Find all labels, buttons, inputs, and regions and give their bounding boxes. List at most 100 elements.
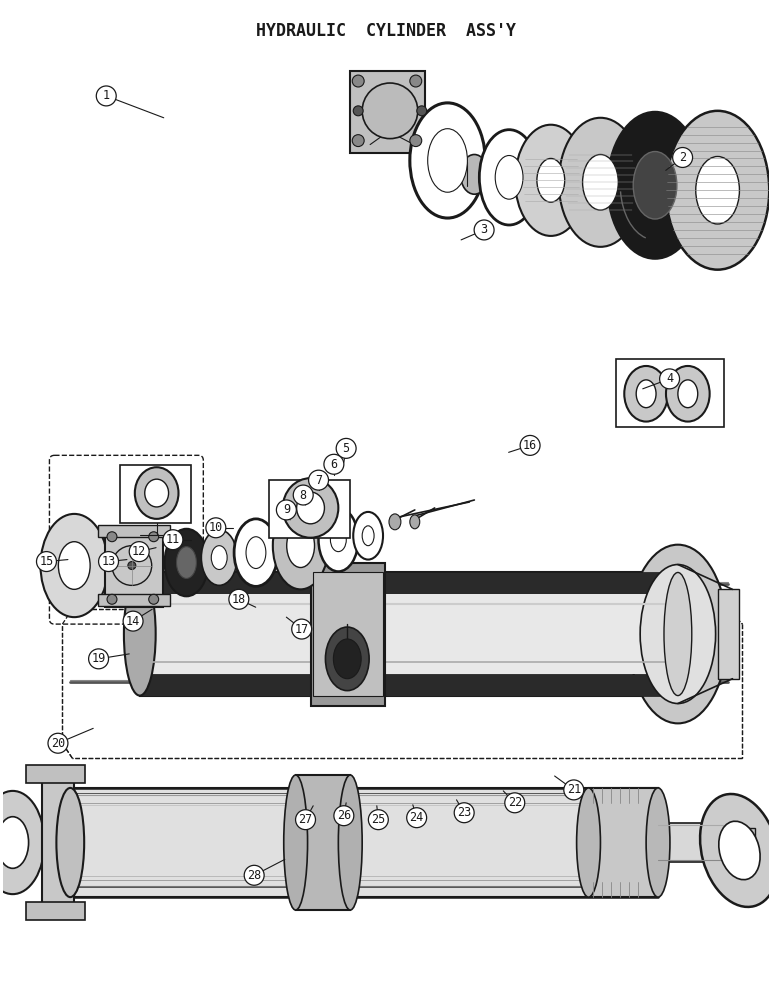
Bar — [718, 589, 740, 679]
Ellipse shape — [326, 627, 369, 691]
Ellipse shape — [0, 817, 29, 868]
Bar — [98, 525, 170, 537]
Circle shape — [407, 808, 427, 828]
Text: 26: 26 — [337, 809, 351, 822]
Circle shape — [99, 552, 119, 572]
Ellipse shape — [410, 103, 486, 218]
Bar — [105, 530, 163, 607]
Ellipse shape — [633, 152, 677, 219]
Text: 27: 27 — [299, 813, 313, 826]
Ellipse shape — [296, 492, 324, 524]
Ellipse shape — [107, 532, 117, 542]
Circle shape — [292, 619, 312, 639]
Text: 13: 13 — [101, 555, 116, 568]
Ellipse shape — [149, 594, 159, 604]
Ellipse shape — [354, 106, 363, 116]
Circle shape — [454, 803, 474, 823]
Circle shape — [505, 793, 525, 813]
Ellipse shape — [628, 545, 727, 723]
Bar — [296, 775, 350, 910]
Bar — [350, 71, 425, 153]
Circle shape — [163, 530, 183, 550]
Circle shape — [334, 806, 354, 826]
Ellipse shape — [128, 562, 136, 569]
Circle shape — [309, 470, 329, 490]
Ellipse shape — [410, 515, 420, 529]
Text: 19: 19 — [91, 652, 106, 665]
Circle shape — [129, 542, 149, 562]
Circle shape — [672, 148, 692, 167]
Circle shape — [96, 86, 117, 106]
Text: 11: 11 — [166, 533, 180, 546]
Ellipse shape — [636, 380, 656, 408]
Ellipse shape — [107, 594, 117, 604]
Ellipse shape — [59, 542, 90, 589]
Text: 9: 9 — [283, 503, 290, 516]
Ellipse shape — [362, 83, 418, 139]
Bar — [70, 788, 658, 897]
Circle shape — [520, 435, 540, 455]
Circle shape — [368, 810, 388, 830]
Ellipse shape — [495, 155, 523, 199]
Ellipse shape — [410, 135, 422, 147]
Ellipse shape — [515, 125, 587, 236]
Text: 20: 20 — [51, 737, 65, 750]
Text: 17: 17 — [295, 623, 309, 636]
Circle shape — [48, 733, 68, 753]
Circle shape — [564, 780, 584, 800]
Bar — [269, 480, 350, 538]
Ellipse shape — [352, 135, 364, 147]
Ellipse shape — [428, 129, 467, 192]
Text: HYDRAULIC  CYLINDER  ASS'Y: HYDRAULIC CYLINDER ASS'Y — [256, 22, 516, 40]
Ellipse shape — [234, 519, 278, 586]
Bar — [42, 775, 74, 910]
Ellipse shape — [410, 75, 422, 87]
Text: 8: 8 — [300, 489, 306, 502]
Ellipse shape — [583, 155, 618, 210]
Ellipse shape — [334, 639, 361, 679]
Ellipse shape — [625, 366, 668, 422]
Ellipse shape — [177, 547, 196, 578]
Text: 24: 24 — [409, 811, 424, 824]
Ellipse shape — [700, 794, 772, 907]
Text: 16: 16 — [523, 439, 537, 452]
Ellipse shape — [646, 788, 670, 897]
Circle shape — [244, 865, 264, 885]
Text: 25: 25 — [371, 813, 385, 826]
Circle shape — [336, 438, 356, 458]
Text: 6: 6 — [330, 458, 337, 471]
Circle shape — [123, 611, 143, 631]
Bar — [140, 572, 678, 594]
Bar — [120, 465, 191, 523]
Bar — [140, 594, 678, 674]
Circle shape — [229, 589, 249, 609]
Ellipse shape — [338, 775, 362, 910]
Ellipse shape — [362, 526, 374, 546]
Ellipse shape — [559, 118, 642, 247]
Ellipse shape — [696, 156, 740, 224]
Ellipse shape — [719, 821, 760, 880]
Text: 10: 10 — [208, 521, 223, 534]
Ellipse shape — [537, 158, 564, 202]
Ellipse shape — [389, 514, 401, 530]
Circle shape — [206, 518, 226, 538]
Circle shape — [36, 552, 56, 572]
Ellipse shape — [273, 502, 328, 589]
Text: 14: 14 — [126, 615, 141, 628]
Text: 15: 15 — [39, 555, 53, 568]
Text: 12: 12 — [132, 545, 147, 558]
Text: 2: 2 — [679, 151, 686, 164]
Ellipse shape — [164, 529, 208, 596]
Bar — [25, 765, 85, 783]
Bar — [313, 572, 383, 696]
Text: 4: 4 — [666, 372, 673, 385]
Circle shape — [659, 369, 679, 389]
Ellipse shape — [330, 528, 347, 552]
Bar — [310, 563, 385, 706]
Ellipse shape — [284, 775, 307, 910]
Text: 28: 28 — [247, 869, 261, 882]
Ellipse shape — [666, 366, 709, 422]
Ellipse shape — [135, 467, 178, 519]
Circle shape — [293, 485, 313, 505]
Ellipse shape — [144, 479, 168, 507]
